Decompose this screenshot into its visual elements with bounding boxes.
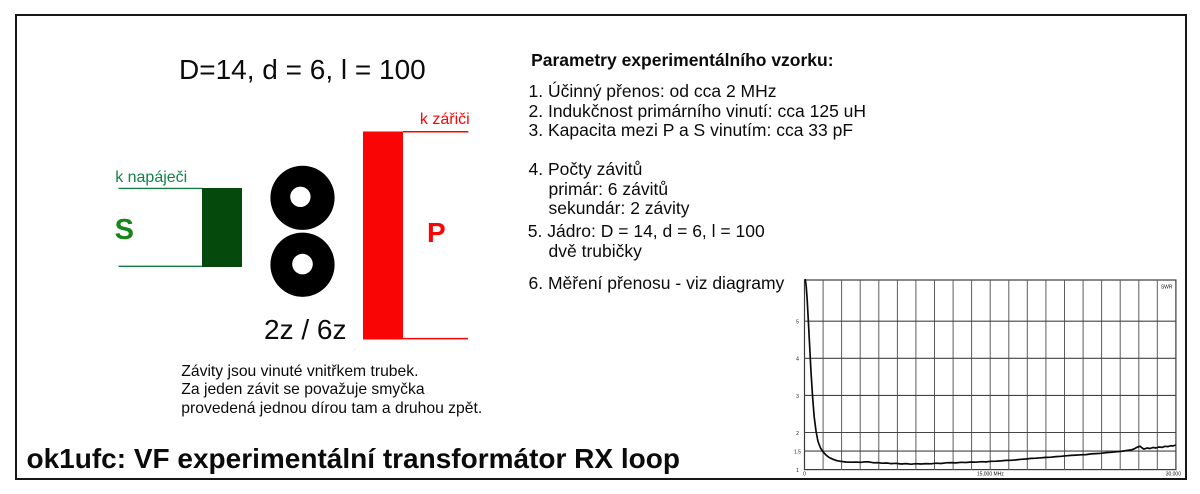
svg-text:2: 2: [796, 431, 799, 437]
svg-text:30,000: 30,000: [1166, 472, 1182, 478]
svg-text:1: 1: [796, 468, 799, 474]
svg-text:1.5: 1.5: [794, 449, 801, 455]
svg-text:4: 4: [796, 357, 799, 363]
svg-text:15,000 MHz: 15,000 MHz: [977, 472, 1004, 478]
svg-text:0: 0: [803, 472, 806, 478]
svg-text:SWR: SWR: [1161, 284, 1173, 290]
svg-text:5: 5: [796, 320, 799, 326]
svg-text:3: 3: [796, 394, 799, 400]
